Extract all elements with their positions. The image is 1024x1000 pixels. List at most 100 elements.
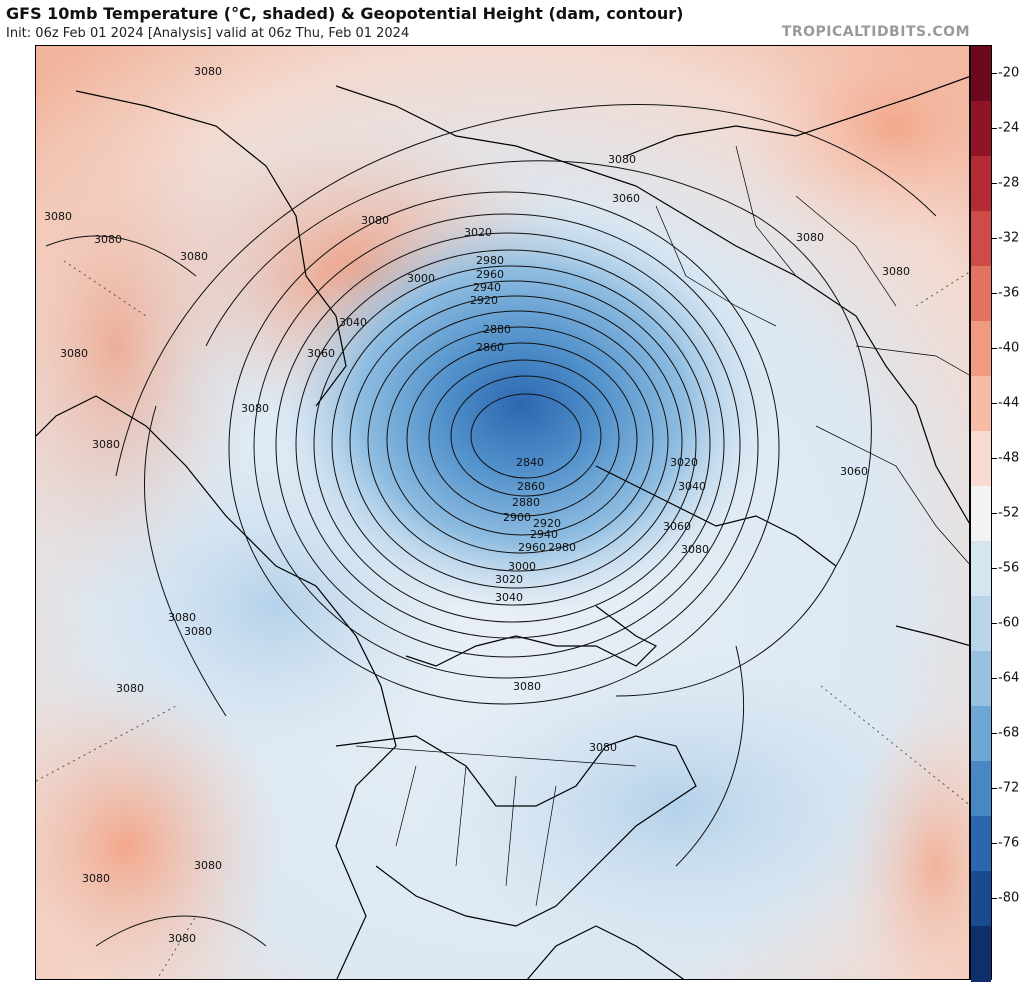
contour-label: 2920 bbox=[533, 517, 561, 530]
colorbar-tick-label: -20 bbox=[998, 65, 1020, 80]
warm-anomaly-northeast bbox=[736, 46, 969, 246]
colorbar-tick bbox=[992, 457, 997, 459]
contour-label: 2940 bbox=[473, 281, 501, 294]
colorbar-segment bbox=[971, 211, 991, 267]
colorbar bbox=[970, 45, 992, 982]
run-info: Init: 06z Feb 01 2024 [Analysis] valid a… bbox=[6, 26, 410, 41]
contour-label: 3060 bbox=[663, 520, 691, 533]
contour-label: 3000 bbox=[508, 560, 536, 573]
colorbar-segment bbox=[971, 761, 991, 817]
colorbar-segment bbox=[971, 816, 991, 872]
colorbar-segment bbox=[971, 541, 991, 597]
contour-label: 3080 bbox=[241, 402, 269, 415]
contour-label: 3080 bbox=[608, 153, 636, 166]
contour-label: 3080 bbox=[92, 438, 120, 451]
contour-labels: 3080 3080 3080 3080 3080 3080 3080 3080 … bbox=[44, 65, 910, 945]
contour-label: 3040 bbox=[339, 316, 367, 329]
colorbar-tick-label: -60 bbox=[998, 615, 1020, 630]
colorbar-segment bbox=[971, 101, 991, 157]
contour-label: 3080 bbox=[589, 741, 617, 754]
colorbar-tick bbox=[992, 842, 997, 844]
colorbar-tick bbox=[992, 402, 997, 404]
colorbar-tick-label: -28 bbox=[998, 175, 1020, 190]
colorbar-tick-label: -64 bbox=[998, 670, 1020, 685]
map-panel[interactable]: 3080 3080 3080 3080 3080 3080 3080 3080 … bbox=[35, 45, 970, 980]
contour-label: 3040 bbox=[495, 591, 523, 604]
map-svg: 3080 3080 3080 3080 3080 3080 3080 3080 … bbox=[36, 46, 969, 979]
contour-label: 2880 bbox=[483, 323, 511, 336]
contour-label: 3080 bbox=[194, 859, 222, 872]
contour-label: 3080 bbox=[180, 250, 208, 263]
contour-label: 2980 bbox=[476, 254, 504, 267]
cool-field-atlantic bbox=[416, 646, 936, 966]
colorbar-segment bbox=[971, 431, 991, 487]
colorbar-tick-label: -72 bbox=[998, 780, 1020, 795]
contour-label: 2840 bbox=[516, 456, 544, 469]
colorbar-tick bbox=[992, 292, 997, 294]
contour-label: 3060 bbox=[612, 192, 640, 205]
colorbar-tick bbox=[992, 897, 997, 899]
colorbar-tick bbox=[992, 787, 997, 789]
colorbar-tick bbox=[992, 732, 997, 734]
colorbar-tick-label: -76 bbox=[998, 835, 1020, 850]
colorbar-segment bbox=[971, 156, 991, 212]
colorbar-segment bbox=[971, 596, 991, 652]
colorbar-tick bbox=[992, 347, 997, 349]
colorbar-segment bbox=[971, 321, 991, 377]
colorbar-segment bbox=[971, 871, 991, 927]
contour-label: 2900 bbox=[503, 511, 531, 524]
colorbar-tick-label: -80 bbox=[998, 890, 1020, 905]
contour-label: 2940 bbox=[530, 528, 558, 541]
contour-label: 2960 bbox=[518, 541, 546, 554]
colorbar-segment bbox=[971, 706, 991, 762]
contour-label: 2980 bbox=[548, 541, 576, 554]
contour-label: 3060 bbox=[840, 465, 868, 478]
contour-label: 3080 bbox=[94, 233, 122, 246]
contour-label: 3080 bbox=[194, 65, 222, 78]
colorbar-segment bbox=[971, 651, 991, 707]
contour-label: 3080 bbox=[60, 347, 88, 360]
colorbar-tick-label: -24 bbox=[998, 120, 1020, 135]
contour-label: 2880 bbox=[512, 496, 540, 509]
colorbar-segment bbox=[971, 376, 991, 432]
colorbar-segment bbox=[971, 266, 991, 322]
colorbar-segment bbox=[971, 46, 991, 102]
contour-label: 2960 bbox=[476, 268, 504, 281]
contour-label: 3020 bbox=[670, 456, 698, 469]
contour-label: 3000 bbox=[407, 272, 435, 285]
colorbar-tick-label: -48 bbox=[998, 450, 1020, 465]
colorbar-tick bbox=[992, 567, 997, 569]
colorbar-segment bbox=[971, 926, 991, 982]
contour-label: 3020 bbox=[495, 573, 523, 586]
contour-label: 3080 bbox=[168, 611, 196, 624]
colorbar-tick-label: -68 bbox=[998, 725, 1020, 740]
coastlines bbox=[36, 76, 969, 979]
height-contours bbox=[45, 103, 937, 947]
colorbar-tick bbox=[992, 182, 997, 184]
contour-label: 3080 bbox=[168, 932, 196, 945]
colorbar-tick-label: -32 bbox=[998, 230, 1020, 245]
contour-label: 2860 bbox=[517, 480, 545, 493]
contour-label: 3080 bbox=[882, 265, 910, 278]
cold-vortex-core bbox=[271, 196, 771, 616]
chart-title: GFS 10mb Temperature (°C, shaded) & Geop… bbox=[6, 4, 684, 23]
contour-label: 3080 bbox=[361, 214, 389, 227]
contour-label: 3080 bbox=[116, 682, 144, 695]
graticule bbox=[36, 260, 969, 979]
colorbar-tick-label: -56 bbox=[998, 560, 1020, 575]
contour-label: 3080 bbox=[796, 231, 824, 244]
brand-watermark: TROPICALTIDBITS.COM bbox=[781, 24, 970, 40]
colorbar-segment bbox=[971, 486, 991, 542]
contour-label: 3080 bbox=[513, 680, 541, 693]
colorbar-tick bbox=[992, 237, 997, 239]
colorbar-tick-label: -36 bbox=[998, 285, 1020, 300]
colorbar-tick-label: -52 bbox=[998, 505, 1020, 520]
political-borders bbox=[355, 145, 969, 907]
colorbar-tick bbox=[992, 677, 997, 679]
contour-label: 3040 bbox=[678, 480, 706, 493]
colorbar-tick bbox=[992, 72, 997, 74]
colorbar-tick bbox=[992, 127, 997, 129]
contour-label: 2860 bbox=[476, 341, 504, 354]
contour-label: 3080 bbox=[82, 872, 110, 885]
contour-label: 3060 bbox=[307, 347, 335, 360]
